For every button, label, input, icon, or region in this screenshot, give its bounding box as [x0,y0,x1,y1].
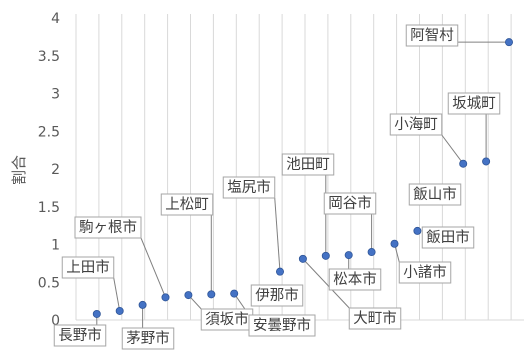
y-tick-label: 3.5 [38,49,60,65]
y-axis-label: 割合 [10,155,28,185]
data-label-text: 茅野市 [126,330,170,347]
data-point [298,254,307,263]
data-label-text: 伊那市 [255,287,299,304]
data-label-box [323,192,377,215]
y-tick-label: 0.5 [38,275,60,291]
data-label-box [61,256,115,279]
data-label: 大町市 [348,307,402,330]
data-label: 飯田市 [421,226,475,249]
data-label-box [53,324,107,347]
data-point [275,267,284,276]
data-point [138,300,147,309]
y-tick-label: 4 [51,11,60,27]
data-label-box [421,226,475,249]
data-label-box [281,153,335,176]
data-point [184,291,193,300]
data-label-box [248,314,316,337]
data-label-text: 須坂市 [205,311,249,328]
data-label-text: 飯田市 [426,229,470,246]
y-tick-label: 1 [51,238,60,254]
data-label: 塩尻市 [222,176,276,199]
y-tick-label: 3 [51,87,60,103]
data-label: 駒ヶ根市 [74,216,142,239]
data-label-text: 駒ヶ根市 [79,219,137,236]
data-label: 上松町 [160,193,214,216]
data-label-text: 大町市 [353,310,397,327]
y-tick-label: 1.5 [38,200,60,216]
data-label-box [160,193,214,216]
label-leader-line [113,277,121,312]
data-label-box [121,327,175,350]
data-label-box [408,183,462,206]
data-label: 上田市 [61,256,115,279]
data-label: 阿智村 [405,24,459,47]
data-label-text: 松本市 [333,271,377,288]
data-label-text: 上松町 [165,196,209,213]
data-label-text: 飯山市 [413,186,457,203]
data-label-text: 小諸市 [403,264,447,281]
data-point [207,290,216,299]
data-point [413,226,422,235]
data-label-box [328,268,382,291]
data-label: 安曇野市 [248,314,316,337]
data-point [115,306,124,315]
data-label-text: 阿智村 [410,27,454,44]
data-label: 伊那市 [250,284,304,307]
data-label: 飯山市 [408,183,462,206]
data-label: 茅野市 [121,327,175,350]
data-label-text: 坂城町 [452,95,496,112]
data-label: 長野市 [53,324,107,347]
data-label-box [74,216,142,239]
label-leader-line [274,197,281,272]
label-leader-line [140,237,166,298]
data-label-text: 上田市 [66,259,110,276]
data-point [344,251,353,260]
label-leader-line [302,258,350,309]
data-label-text: 塩尻市 [227,179,271,196]
data-label: 小諸市 [398,261,452,284]
data-label-text: 長野市 [58,327,102,344]
y-tick-label: 2 [51,162,60,178]
data-point [161,293,170,302]
data-label-box [250,284,304,307]
data-label: 坂城町 [447,92,501,115]
label-leader-line [441,134,464,165]
data-label-box [447,92,501,115]
data-point [390,239,399,248]
data-point [92,309,101,318]
data-point [504,38,513,47]
data-label-text: 小海町 [394,116,438,133]
data-label-text: 安曇野市 [253,317,311,334]
data-point [367,248,376,257]
data-point [482,157,491,166]
data-label: 須坂市 [200,308,254,331]
y-axis-ticks: 0 0.5 1 1.5 2 2.5 3 3.5 4 [38,11,60,329]
data-label: 松本市 [328,268,382,291]
data-label-box [389,113,443,136]
data-label: 小海町 [389,113,443,136]
label-leaders [96,41,509,328]
data-label-box [398,261,452,284]
y-tick-label: 2.5 [38,124,60,140]
data-label-box [405,24,459,47]
data-point [321,251,330,260]
data-label: 池田町 [281,153,335,176]
data-point [230,289,239,298]
data-label-box [222,176,276,199]
data-label-text: 池田町 [286,156,330,173]
data-label-box [348,307,402,330]
y-tick-label: 0 [51,313,60,329]
data-label-text: 岡谷市 [328,195,372,212]
data-label: 岡谷市 [323,192,377,215]
data-point [459,159,468,168]
